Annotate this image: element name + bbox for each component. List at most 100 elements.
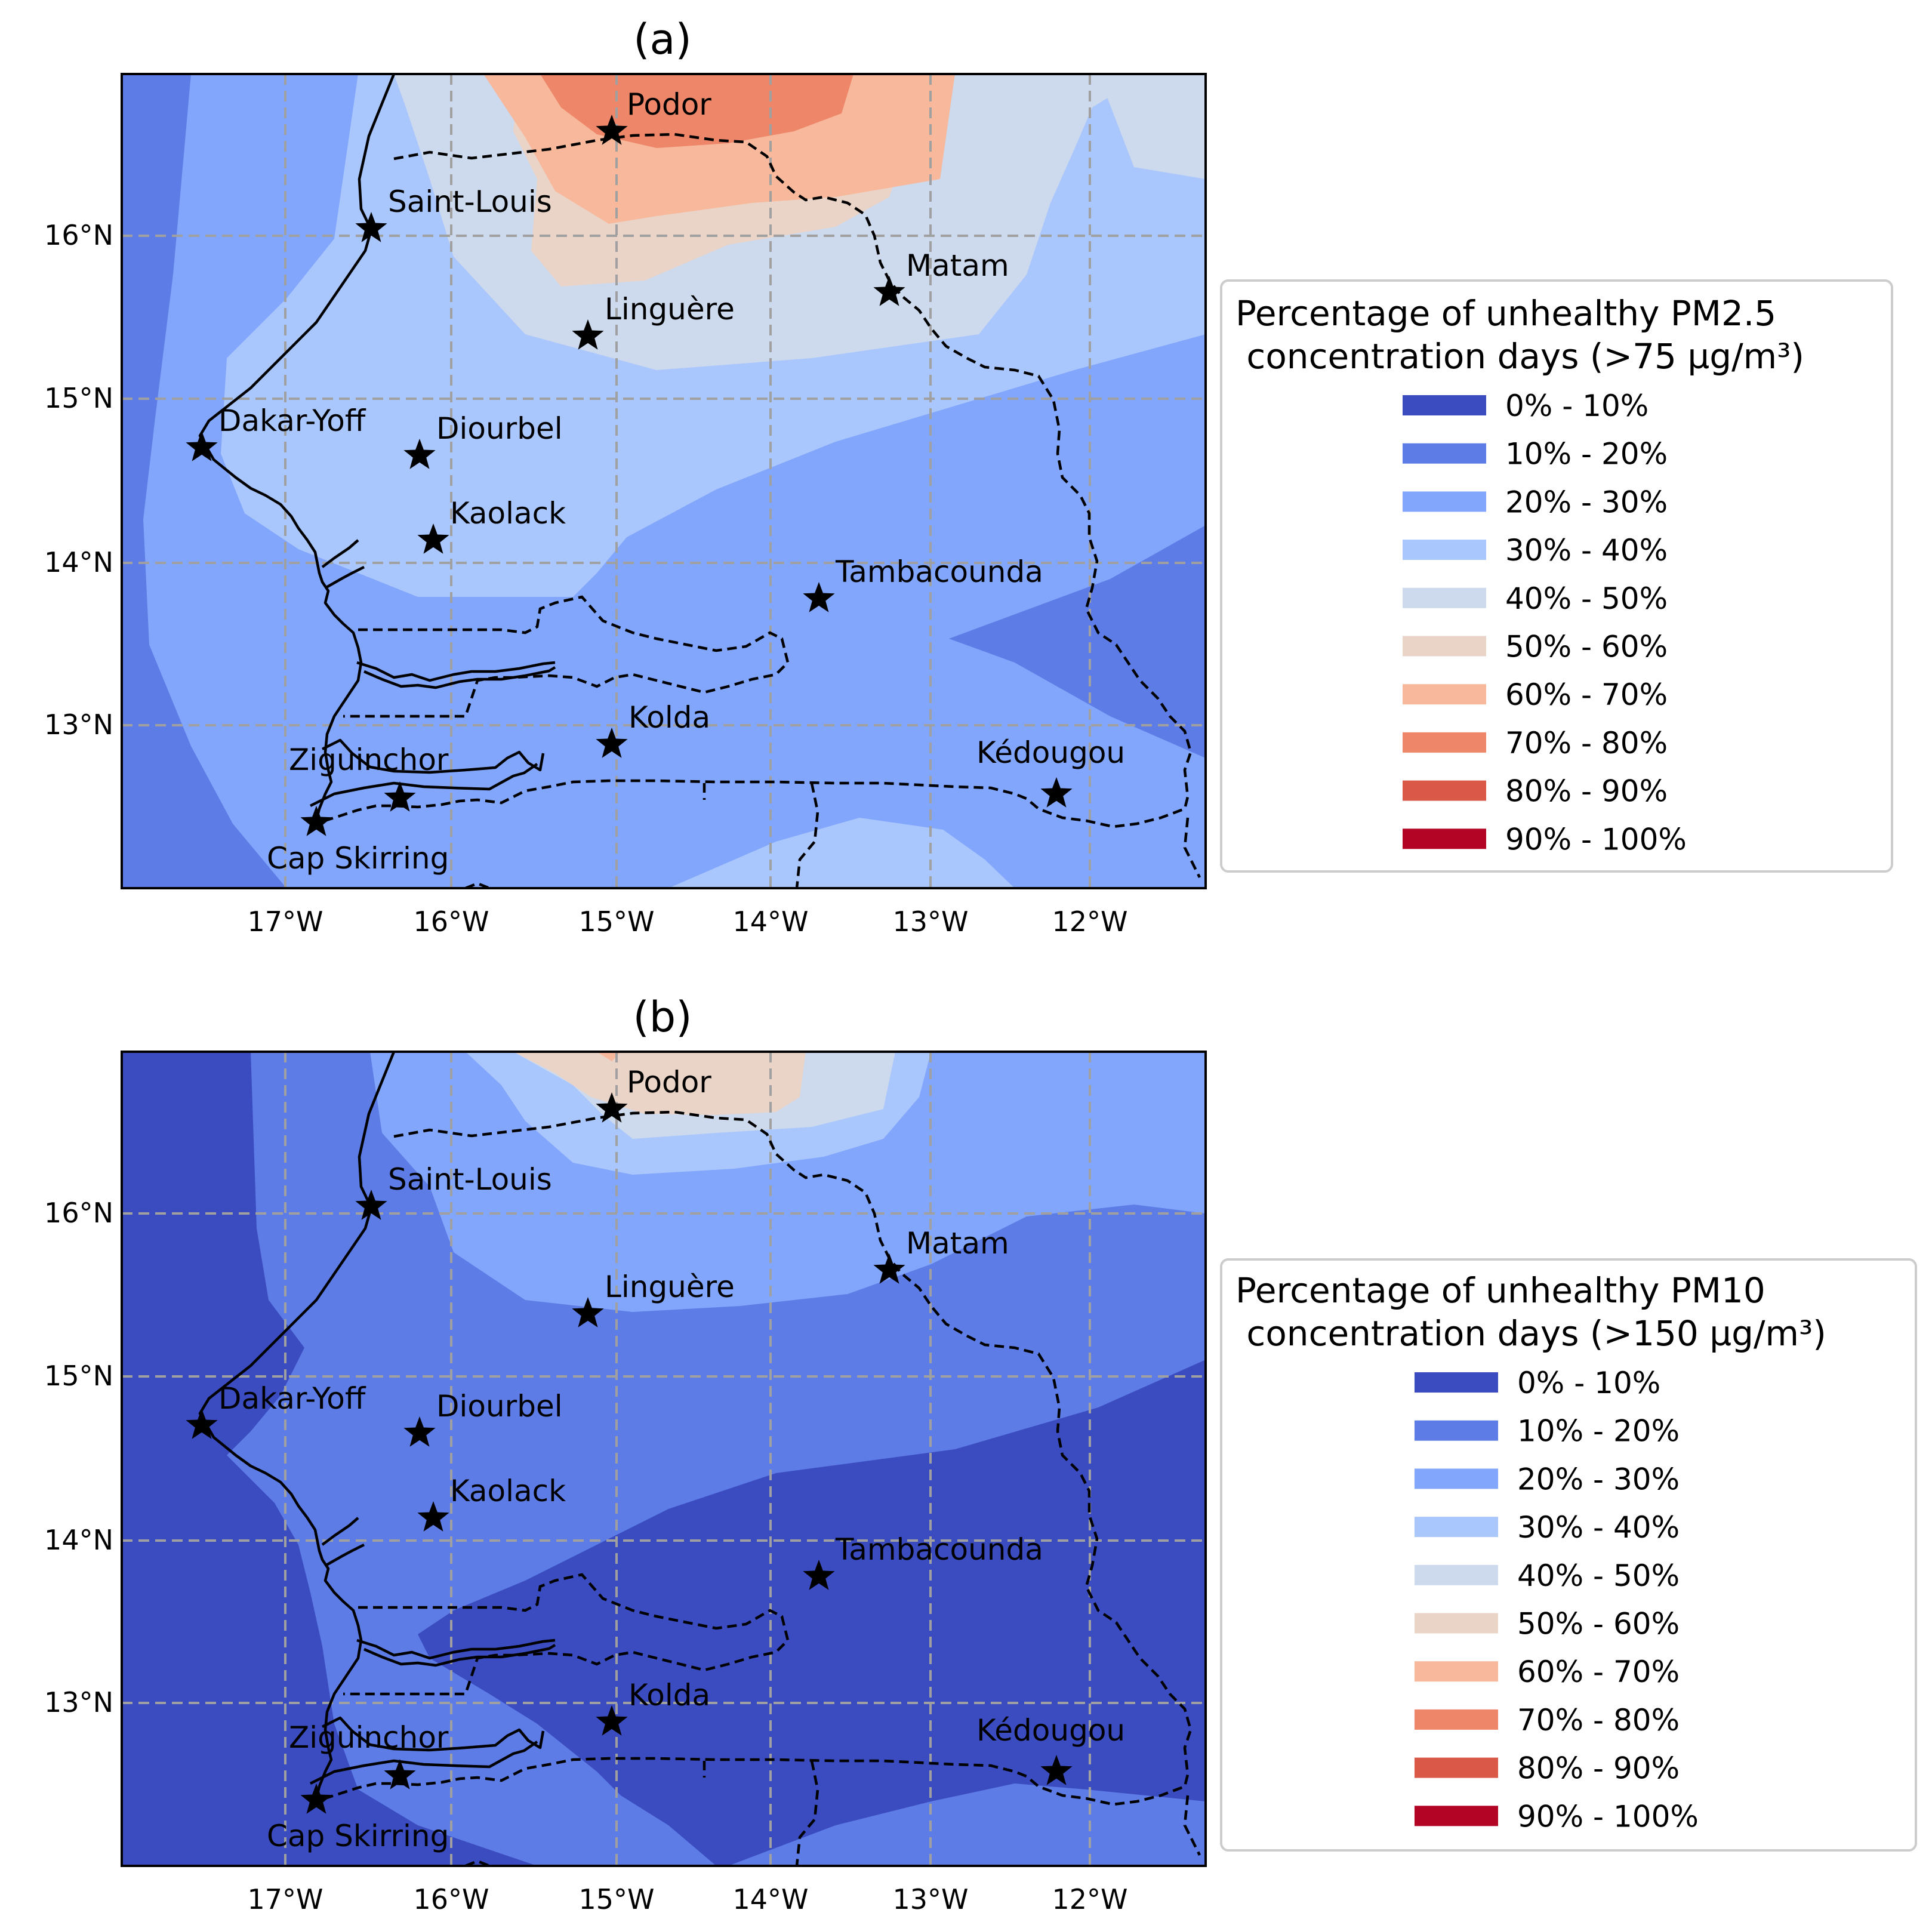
legend-label: 60% - 70% bbox=[1517, 1655, 1680, 1689]
city-label: Matam bbox=[906, 248, 1009, 283]
map-frame bbox=[121, 73, 1207, 889]
legend-swatch bbox=[1415, 1372, 1498, 1393]
city-label: Ziguinchor bbox=[289, 1720, 449, 1755]
legend-swatch bbox=[1403, 540, 1486, 560]
lat-tick: 16°N bbox=[44, 1197, 113, 1229]
legend-items: 0% - 10% 10% - 20% 20% - 30% 30% - 40% 40% -… bbox=[1403, 389, 1687, 857]
city-label: Diourbel bbox=[436, 1389, 563, 1424]
lat-tick: 15°N bbox=[44, 382, 113, 414]
legend-label: 90% - 100% bbox=[1505, 822, 1687, 857]
city-label: Diourbel bbox=[436, 411, 563, 446]
city-label: Podor bbox=[627, 1065, 711, 1099]
city-star-icon bbox=[186, 431, 218, 461]
city-star-icon bbox=[596, 728, 628, 758]
legend-label: 70% - 80% bbox=[1517, 1703, 1680, 1738]
legend-box bbox=[1220, 1258, 1917, 1852]
legend-label: 50% - 60% bbox=[1517, 1607, 1680, 1641]
lon-tick: 17°W bbox=[247, 1883, 323, 1915]
legend-label: 80% - 90% bbox=[1517, 1751, 1680, 1786]
legend-swatch bbox=[1415, 1613, 1498, 1634]
legend: Percentage of unhealthy PM10 concentrati… bbox=[1220, 1258, 1917, 1852]
lon-tick: 12°W bbox=[1052, 905, 1127, 938]
city-label: Kédougou bbox=[976, 1713, 1125, 1748]
contour-fill bbox=[122, 1052, 1206, 1866]
city-label: Tambacounda bbox=[835, 1532, 1043, 1567]
city-label: Cap Skirring bbox=[267, 1819, 449, 1853]
panel-title: (b) bbox=[633, 993, 692, 1042]
legend-swatch bbox=[1415, 1564, 1498, 1585]
city-label: Dakar-Yoff bbox=[218, 403, 366, 438]
city-star-icon bbox=[596, 1092, 628, 1123]
city-label: Kédougou bbox=[976, 735, 1125, 770]
city-label: Matam bbox=[906, 1226, 1009, 1261]
city-star-icon bbox=[596, 115, 628, 145]
legend-label: 50% - 60% bbox=[1505, 630, 1668, 664]
lat-tick: 14°N bbox=[44, 1524, 113, 1556]
city-star-icon bbox=[384, 781, 416, 812]
city-star-icon bbox=[300, 806, 332, 836]
legend-label: 40% - 50% bbox=[1505, 581, 1668, 616]
lon-tick: 17°W bbox=[247, 905, 323, 938]
city-star-icon bbox=[403, 439, 436, 469]
lon-tick: 16°W bbox=[413, 905, 489, 938]
legend-title: concentration days (>150 µg/m³) bbox=[1235, 1313, 1826, 1354]
legend-swatch bbox=[1403, 636, 1486, 657]
contour-region bbox=[1098, 74, 1206, 179]
city-label: Linguère bbox=[605, 292, 735, 326]
contour-map: Podor Saint-Louis Matam Linguère Dakar-Yoff D… bbox=[122, 1052, 1206, 1866]
legend-swatch bbox=[1415, 1420, 1498, 1441]
city-star-icon bbox=[1040, 1755, 1073, 1785]
city-star-icon bbox=[384, 1759, 416, 1789]
panel-b: (b) bbox=[44, 993, 1917, 1915]
legend-swatch bbox=[1415, 1468, 1498, 1489]
lat-axis: 16°N 15°N 14°N 13°N bbox=[44, 219, 113, 741]
city-star-icon bbox=[355, 212, 387, 242]
legend-swatch bbox=[1415, 1806, 1498, 1826]
legend-items: 0% - 10% 10% - 20% 20% - 30% 30% - 40% 40% -… bbox=[1415, 1366, 1699, 1834]
legend: Percentage of unhealthy PM2.5 concentrat… bbox=[1220, 279, 1893, 873]
legend-swatch bbox=[1403, 684, 1486, 705]
legend-label: 10% - 20% bbox=[1517, 1414, 1680, 1449]
legend-swatch bbox=[1403, 491, 1486, 512]
legend-label: 60% - 70% bbox=[1505, 677, 1668, 712]
contour-map: Podor Saint-Louis Matam Linguère Dakar-Yoff D… bbox=[122, 74, 1206, 888]
city-label: Saint-Louis bbox=[388, 1162, 552, 1197]
legend-label: 30% - 40% bbox=[1505, 533, 1668, 568]
legend-label: 20% - 30% bbox=[1517, 1462, 1680, 1496]
city-label: Saint-Louis bbox=[388, 184, 552, 219]
legend-swatch bbox=[1415, 1709, 1498, 1730]
map-gridlines bbox=[122, 74, 1206, 888]
panel-title: (a) bbox=[633, 15, 692, 64]
lat-axis: 16°N 15°N 14°N 13°N bbox=[44, 1197, 113, 1718]
city-label: Linguère bbox=[605, 1270, 735, 1304]
city-star-icon bbox=[873, 1253, 905, 1284]
city-star-icon bbox=[417, 523, 449, 554]
city-label: Dakar-Yoff bbox=[218, 1381, 366, 1416]
legend-swatch bbox=[1415, 1757, 1498, 1778]
lat-tick: 13°N bbox=[44, 709, 113, 741]
legend-swatch bbox=[1403, 395, 1486, 415]
map-gridlines bbox=[122, 1052, 1206, 1866]
lon-tick: 15°W bbox=[578, 1883, 654, 1915]
lon-tick: 12°W bbox=[1052, 1883, 1127, 1915]
city-label: Kaolack bbox=[450, 496, 566, 531]
city-star-icon bbox=[186, 1409, 218, 1439]
lon-axis: 17°W 16°W 15°W 14°W 13°W 12°W bbox=[247, 905, 1127, 938]
legend-swatch bbox=[1403, 587, 1486, 608]
city-star-icon bbox=[803, 1560, 835, 1590]
legend-swatch bbox=[1415, 1517, 1498, 1538]
legend-title: concentration days (>75 µg/m³) bbox=[1235, 336, 1804, 377]
city-label: Kaolack bbox=[450, 1474, 566, 1508]
city-star-icon bbox=[873, 276, 905, 306]
city-label: Podor bbox=[627, 87, 711, 122]
legend-swatch bbox=[1403, 828, 1486, 849]
legend-label: 20% - 30% bbox=[1505, 485, 1668, 519]
lon-axis: 17°W 16°W 15°W 14°W 13°W 12°W bbox=[247, 1883, 1127, 1915]
contour-region bbox=[513, 1052, 806, 1115]
map-frame bbox=[121, 1051, 1207, 1867]
city-markers: Podor Saint-Louis Matam Linguère Dakar-Yoff D… bbox=[186, 1065, 1125, 1853]
city-star-icon bbox=[403, 1416, 436, 1447]
city-markers: Podor Saint-Louis Matam Linguère Dakar-Yoff D… bbox=[186, 87, 1125, 876]
lon-tick: 16°W bbox=[413, 1883, 489, 1915]
